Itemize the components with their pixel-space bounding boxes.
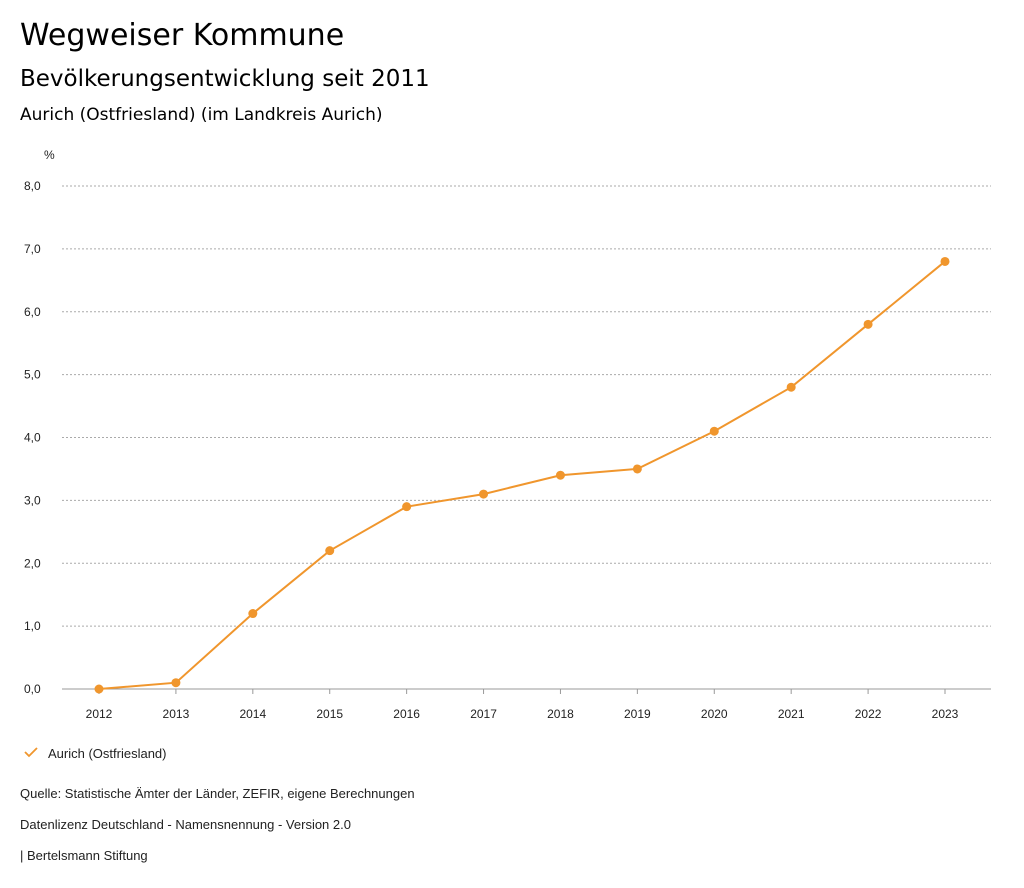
source-text: Quelle: Statistische Ämter der Länder, Z… <box>20 786 415 801</box>
legend-item[interactable]: Aurich (Ostfriesland) <box>24 746 166 761</box>
x-tick-label: 2020 <box>701 707 728 721</box>
series-line <box>98 260 946 690</box>
y-tick-label: 0,0 <box>24 682 41 696</box>
data-point <box>940 256 950 266</box>
data-point <box>479 489 489 499</box>
data-point <box>709 426 719 436</box>
x-tick-label: 2016 <box>393 707 420 721</box>
data-point <box>786 382 796 392</box>
check-icon <box>24 746 38 761</box>
x-tick-label: 2017 <box>470 707 497 721</box>
x-tick-label: 2019 <box>624 707 651 721</box>
data-point <box>863 319 873 329</box>
y-tick-label: 4,0 <box>24 431 41 445</box>
data-point <box>325 546 335 556</box>
y-tick-label: 8,0 <box>24 179 41 193</box>
x-tick-label: 2018 <box>547 707 574 721</box>
y-tick-label: 5,0 <box>24 368 41 382</box>
x-tick-label: 2021 <box>778 707 805 721</box>
license-text: Datenlizenz Deutschland - Namensnennung … <box>20 817 351 832</box>
app-title: Wegweiser Kommune <box>20 18 345 53</box>
y-axis-label: % <box>44 148 55 162</box>
data-point <box>402 502 412 512</box>
data-point <box>171 678 181 688</box>
x-tick-label: 2015 <box>316 707 343 721</box>
chart-title: Bevölkerungsentwicklung seit 2011 <box>20 66 430 92</box>
data-point <box>248 609 258 619</box>
legend-label: Aurich (Ostfriesland) <box>48 746 167 761</box>
x-tick-label: 2022 <box>855 707 882 721</box>
x-tick-label: 2012 <box>86 707 113 721</box>
x-tick-label: 2023 <box>932 707 959 721</box>
y-tick-label: 6,0 <box>24 305 41 319</box>
y-tick-label: 2,0 <box>24 556 41 570</box>
data-point <box>555 470 565 480</box>
data-point <box>94 684 104 694</box>
line-chart: % 0,0 1,0 2,0 3,0 4,0 5,0 6,0 7,0 8,0 2012 2013 201… <box>24 148 991 721</box>
y-tick-label: 1,0 <box>24 619 41 633</box>
y-tick-label: 3,0 <box>24 493 41 507</box>
region-title: Aurich (Ostfriesland) (im Landkreis Auri… <box>20 105 383 125</box>
data-point <box>632 464 642 474</box>
credit-text: | Bertelsmann Stiftung <box>20 848 148 863</box>
x-tick-label: 2014 <box>239 707 266 721</box>
x-tick-label: 2013 <box>163 707 190 721</box>
y-tick-label: 7,0 <box>24 242 41 256</box>
